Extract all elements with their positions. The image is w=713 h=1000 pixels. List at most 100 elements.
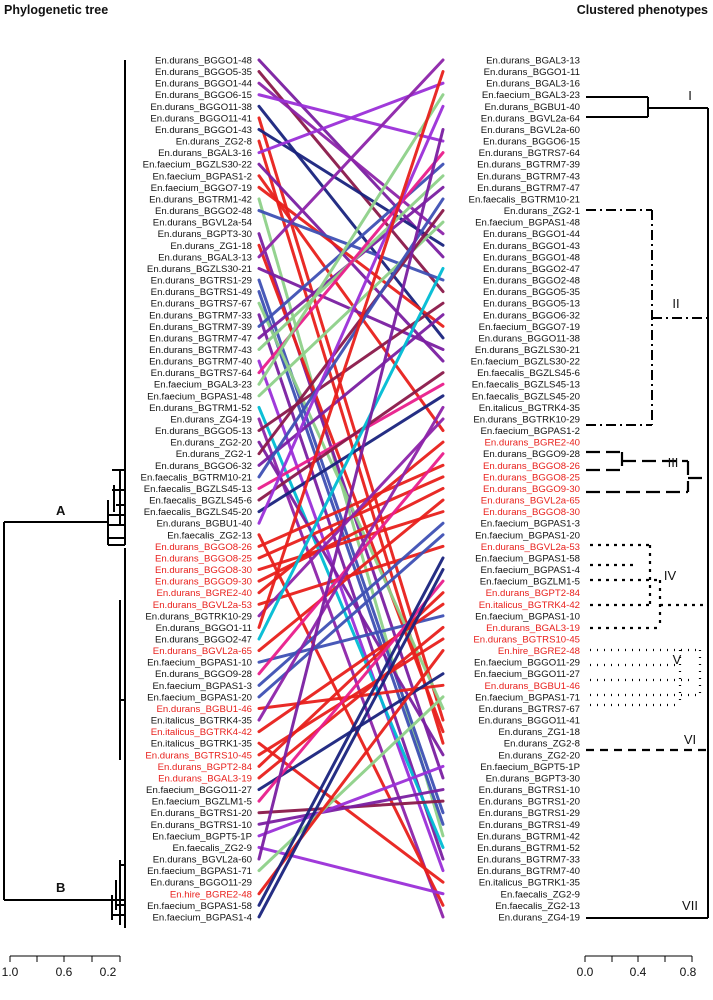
left-strain-label: En.durans_BGTRS1-49 (151, 287, 252, 298)
left-strain-label: En.durans_BGRE2-40 (157, 588, 252, 599)
left-strain-label: En.faecalis_BGZLS45-20 (144, 507, 252, 518)
right-strain-label: En.durans_ZG2-20 (498, 750, 580, 761)
left-strain-label: En.faecalis_BGTRM10-21 (141, 472, 252, 483)
cluster-iv-label: IV (664, 568, 677, 583)
link-line (257, 93, 445, 386)
link-line (257, 104, 445, 525)
left-strain-label: En.durans_BGGO1-44 (155, 79, 253, 90)
left-strain-label: En.faecium_BGAL3-23 (154, 380, 252, 391)
right-strain-label: En.durans_BGTRM7-43 (477, 171, 580, 182)
link-line (257, 185, 445, 328)
right-strain-label: En.durans_BGGO2-47 (483, 264, 580, 275)
left-strain-label: En.italicus_BGTRK4-35 (151, 716, 252, 727)
left-strain-label: En.durans_BGGO2-47 (155, 635, 252, 646)
right-strain-label: En.durans_BGAL3-19 (486, 623, 580, 634)
right-strain-label: En.faecium_BGAL3-23 (482, 90, 580, 101)
right-strain-label: En.durans_BGAL3-16 (486, 79, 580, 90)
right-strain-label: En.durans_BGTRM7-39 (477, 160, 580, 171)
link-line (257, 625, 445, 780)
cluster-i-label: I (688, 88, 692, 103)
right-strain-label: En.italicus_BGTRK4-35 (479, 403, 580, 414)
left-strain-label: En.durans_BGGO6-32 (155, 461, 252, 472)
left-strain-label: En.durans_BGZLS30-21 (147, 264, 252, 275)
right-strain-label: En.durans_ZG2-1 (504, 206, 580, 217)
right-strain-label: En.durans_BGTRM7-47 (477, 183, 580, 194)
right-strain-label: En.durans_BGGO5-13 (483, 299, 580, 310)
left-strain-label: En.faecium_BGGO7-19 (151, 183, 252, 194)
left-strain-label: En.durans_BGGO5-13 (155, 426, 252, 437)
left-strain-label: En.italicus_BGTRK4-42 (151, 727, 252, 738)
right-axis-tick: 0.8 (680, 965, 697, 979)
right-strain-label: En.faecium_BGPAS1-48 (475, 218, 580, 229)
connecting-lines (257, 58, 445, 919)
right-axis (584, 955, 693, 962)
left-strain-label: En.faecium_BGPAS1-10 (147, 658, 252, 669)
link-line (257, 127, 445, 247)
left-strain-label: En.faecium_BGPAS1-3 (152, 681, 252, 692)
right-strain-label: En.durans_BGGO6-32 (483, 310, 580, 321)
link-line (257, 417, 445, 618)
left-strain-label: En.durans_BGGO5-35 (155, 67, 252, 78)
right-strain-label: En.durans_BGGO1-48 (483, 252, 580, 263)
right-strain-label: En.faecium_BGGO7-19 (479, 322, 580, 333)
link-line (257, 81, 445, 155)
right-strain-label: En.faecium_BGPAS1-10 (475, 611, 580, 622)
right-strain-label: En.durans_BGPT2-84 (486, 588, 581, 599)
left-strain-label: En.durans_BGAL3-19 (158, 773, 252, 784)
left-strain-label: En.durans_BGTRM7-43 (149, 345, 252, 356)
right-strain-label: En.durans_BGVL2a-53 (481, 542, 580, 553)
right-strain-label: En.durans_BGAL3-13 (486, 56, 580, 67)
left-strain-label: En.durans_BGGO2-48 (155, 206, 252, 217)
left-strain-label: En.durans_ZG4-19 (170, 414, 252, 425)
left-strain-label: En.faecium_BGGO11-27 (146, 785, 252, 796)
right-strain-label: En.durans_BGGO11-41 (478, 716, 580, 727)
clustered-phenotypes-tree (586, 96, 709, 919)
link-line (257, 266, 445, 641)
left-strain-label: En.durans_BGTRM7-40 (149, 357, 252, 368)
right-strain-label: En.italicus_BGTRK1-35 (479, 878, 580, 889)
right-strain-label: En.durans_BGGO6-15 (483, 137, 580, 148)
link-line (257, 556, 445, 907)
right-strain-label: En.faecium_BGZLM1-5 (480, 577, 580, 588)
right-strain-label: En.faecium_BGPAS1-2 (480, 426, 580, 437)
right-strain-label: En.faecium_BGGO11-27 (474, 669, 580, 680)
left-strain-label: En.durans_BGTRS10-45 (145, 750, 252, 761)
right-strain-label: En.durans_ZG1-18 (498, 727, 580, 738)
left-strain-label: En.durans_BGTRK10-29 (145, 611, 252, 622)
right-strain-label: En.durans_BGGO8-30 (483, 507, 580, 518)
left-axis-tick: 0.2 (100, 965, 117, 979)
left-strain-label: En.durans_BGTRM7-39 (149, 322, 252, 333)
left-strain-label: En.faecium_BGPAS1-71 (147, 866, 252, 877)
right-strain-label: En.durans_BGBU1-40 (485, 102, 580, 113)
right-strain-label: En.hire_BGRE2-48 (498, 646, 580, 657)
right-strain-label: En.durans_BGTRS10-45 (473, 635, 580, 646)
link-line (257, 405, 445, 722)
left-strain-label: En.durans_BGTRM7-33 (149, 310, 252, 321)
right-strain-label: En.durans_BGVL2a-60 (481, 125, 580, 136)
left-strain-label: En.faecalis_BGZLS45-13 (144, 484, 252, 495)
right-strain-label: En.faecium_BGGO11-29 (474, 658, 580, 669)
right-strain-label: En.durans_BGGO8-26 (483, 461, 580, 472)
left-strain-label: En.durans_BGPT3-30 (158, 229, 252, 240)
left-strain-label: En.durans_BGVL2a-60 (153, 855, 252, 866)
right-strain-label: En.durans_BGGO5-35 (483, 287, 580, 298)
link-line (257, 127, 445, 861)
link-line (257, 313, 445, 467)
left-strain-label: En.faecium_BGPT5-1P (152, 831, 252, 842)
left-strain-label: En.durans_BGGO8-26 (155, 542, 252, 553)
left-strain-label: En.durans_BGGO8-25 (155, 553, 252, 564)
right-strain-label: En.durans_BGTRM1-42 (477, 831, 580, 842)
right-strain-label: En.durans_ZG2-8 (504, 739, 580, 750)
phylogenetic-tree (3, 60, 126, 928)
right-strain-label: En.durans_BGPT3-30 (486, 773, 580, 784)
right-strain-label: En.durans_BGGO1-43 (483, 241, 580, 252)
left-strain-label: En.durans_ZG2-1 (176, 449, 252, 460)
left-strain-label: En.durans_BGTRM7-47 (149, 333, 252, 344)
right-strain-label: En.faecium_BGPAS1-20 (475, 530, 580, 541)
right-strain-label: En.durans_BGTRS1-49 (479, 820, 580, 831)
right-strain-label: En.faecium_BGPAS1-3 (480, 519, 580, 530)
left-strain-label: En.durans_BGGO1-43 (155, 125, 252, 136)
left-strain-label: En.faecalis_BGZLS45-6 (149, 496, 252, 507)
left-strain-label: En.durans_BGTRS1-20 (151, 808, 252, 819)
left-strain-label: En.durans_BGGO1-11 (156, 623, 252, 634)
